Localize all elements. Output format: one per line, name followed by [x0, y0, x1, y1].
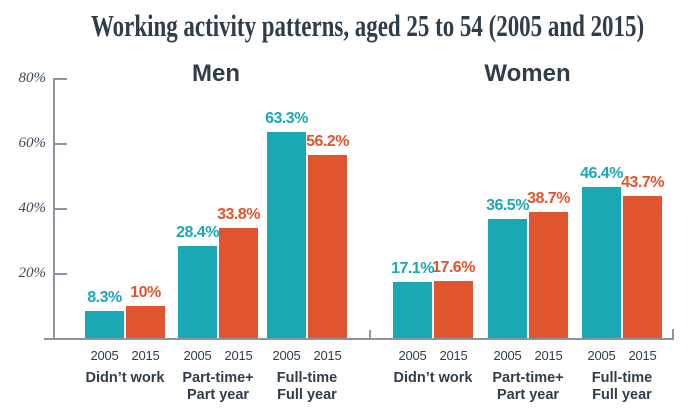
y-axis-tick-label: 80% — [18, 70, 47, 86]
y-axis-tick — [53, 273, 67, 275]
y-axis-tick — [53, 78, 67, 80]
category-label-men-part-time-part-year: Part-time+ Part year — [182, 370, 253, 404]
chart-title: Working activity patterns, aged 25 to 54… — [91, 8, 645, 43]
category-label-line: Part-time+ — [492, 370, 564, 386]
category-label-line: Part year — [496, 387, 560, 403]
year-label-men-didn-t-work-2015: 2015 — [131, 348, 160, 363]
bar-men-didn-t-work-2005 — [85, 311, 124, 338]
bar-women-part-time-part-year-2005 — [488, 219, 527, 338]
panel-title-women: Women — [484, 60, 571, 87]
year-label-men-part-time-part-year-2015: 2015 — [224, 348, 253, 363]
bar-men-part-time-part-year-2005 — [178, 245, 217, 338]
category-label-line: Full-time — [591, 370, 653, 386]
bar-women-didn-t-work-2015 — [434, 280, 473, 338]
panel-title-men: Men — [192, 60, 240, 87]
x-axis-end-tick — [672, 329, 674, 338]
value-label-women-part-time-part-year-2005: 36.5% — [486, 197, 529, 215]
category-label-women-full-time-full-year: Full-time Full year — [592, 370, 652, 404]
year-label-men-part-time-part-year-2005: 2005 — [183, 348, 212, 363]
value-label-men-didn-t-work-2015: 10% — [130, 283, 161, 301]
y-axis-tick-label: 20% — [18, 265, 47, 281]
value-label-men-part-time-part-year-2005: 28.4% — [176, 223, 219, 241]
value-label-women-didn-t-work-2005: 17.1% — [391, 260, 434, 278]
category-label-men-didn-t-work: Didn’t work — [86, 370, 165, 387]
bar-women-didn-t-work-2005 — [393, 282, 432, 338]
value-label-men-didn-t-work-2005: 8.3% — [87, 289, 122, 307]
value-label-women-full-time-full-year-2005: 46.4% — [580, 165, 623, 183]
category-label-line: Full year — [277, 387, 337, 403]
year-label-women-didn-t-work-2005: 2005 — [398, 348, 427, 363]
year-label-men-full-time-full-year-2005: 2005 — [272, 348, 301, 363]
x-axis-line — [44, 338, 674, 340]
value-label-women-didn-t-work-2015: 17.6% — [432, 258, 475, 276]
bar-women-full-time-full-year-2005 — [582, 187, 621, 338]
value-label-women-full-time-full-year-2015: 43.7% — [621, 173, 664, 191]
value-label-men-full-time-full-year-2005: 63.3% — [265, 110, 308, 128]
y-axis-tick-label: 40% — [18, 200, 47, 216]
value-label-men-part-time-part-year-2015: 33.8% — [217, 206, 260, 224]
bar-men-didn-t-work-2015 — [126, 305, 165, 338]
year-label-women-part-time-part-year-2015: 2015 — [534, 348, 563, 363]
year-label-women-full-time-full-year-2005: 2005 — [587, 348, 616, 363]
bar-women-part-time-part-year-2015 — [529, 212, 568, 338]
year-label-women-didn-t-work-2015: 2015 — [439, 348, 468, 363]
category-label-line: Didn’t work — [393, 370, 473, 386]
category-label-women-didn-t-work: Didn’t work — [394, 370, 473, 387]
category-label-women-part-time-part-year: Part-time+ Part year — [492, 370, 563, 404]
y-axis-tick — [53, 143, 67, 145]
panel-divider-tick — [369, 330, 371, 338]
year-label-women-part-time-part-year-2005: 2005 — [493, 348, 522, 363]
bar-women-full-time-full-year-2015 — [623, 195, 662, 338]
category-label-line: Full year — [592, 387, 652, 403]
value-label-men-full-time-full-year-2015: 56.2% — [306, 133, 349, 151]
category-label-line: Part year — [186, 387, 250, 403]
year-label-women-full-time-full-year-2015: 2015 — [628, 348, 657, 363]
year-label-men-didn-t-work-2005: 2005 — [90, 348, 119, 363]
value-label-women-part-time-part-year-2015: 38.7% — [527, 190, 570, 208]
category-label-line: Full-time — [276, 370, 338, 386]
y-axis-tick — [53, 208, 67, 210]
category-label-line: Didn’t work — [85, 370, 165, 386]
category-label-men-full-time-full-year: Full-time Full year — [277, 370, 337, 404]
category-label-line: Part-time+ — [182, 370, 254, 386]
bar-men-part-time-part-year-2015 — [219, 228, 258, 338]
y-axis-tick-label: 60% — [18, 135, 47, 151]
year-label-men-full-time-full-year-2015: 2015 — [313, 348, 342, 363]
bar-men-full-time-full-year-2005 — [267, 132, 306, 338]
bar-men-full-time-full-year-2015 — [308, 155, 347, 338]
